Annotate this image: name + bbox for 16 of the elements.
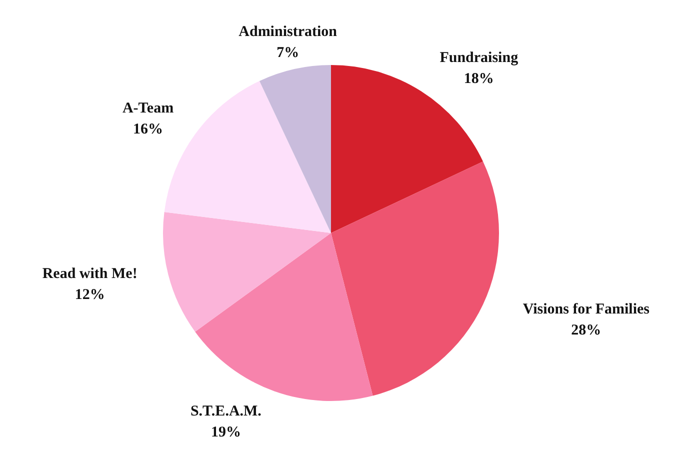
data-label: 18% [464, 70, 494, 87]
data-label: 16% [133, 122, 164, 138]
slice-label: Administration [238, 24, 338, 40]
slice-label: Read with Me! [42, 266, 138, 282]
data-label: 19% [210, 424, 241, 440]
data-label: 12% [74, 287, 105, 304]
data-label: 28% [571, 322, 602, 338]
pie-slice [331, 161, 499, 396]
data-label: 7% [276, 44, 300, 61]
pie-slice [163, 212, 331, 332]
slice-label: Fundraising [440, 50, 519, 66]
slice-label: S.T.E.A.M. [190, 403, 262, 420]
slice-label: Visions for Families [522, 301, 650, 318]
pie-slice [259, 65, 331, 233]
pie-slice [195, 233, 373, 401]
slice-label: A-Team [122, 100, 174, 117]
